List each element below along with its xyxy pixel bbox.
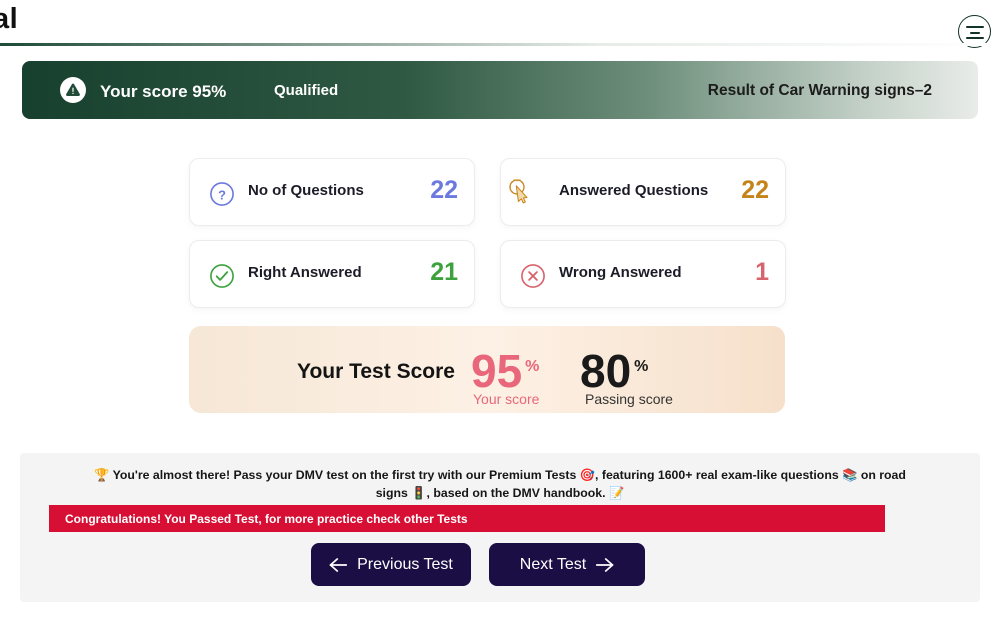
svg-text:?: ? [218,187,226,202]
